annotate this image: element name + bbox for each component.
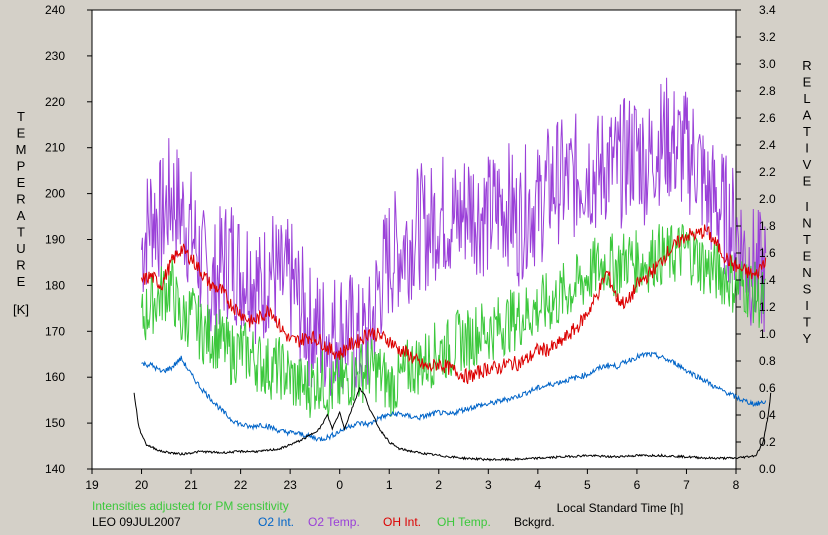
y-right-title-letter: I <box>805 199 809 214</box>
station-date-label: LEO 09JUL2007 <box>92 515 181 529</box>
y-left-tick-label: 230 <box>45 49 65 63</box>
y-right-tick-label: 2.2 <box>759 165 776 179</box>
y-left-title-letter: T <box>17 225 25 240</box>
y-left-title-letter: T <box>17 109 25 124</box>
y-right-tick-label: 3.2 <box>759 30 776 44</box>
y-right-title-letter: T <box>803 124 811 139</box>
legend-o2-temp: O2 Temp. <box>308 515 360 529</box>
y-right-title-letter: T <box>803 232 811 247</box>
y-right-title-letter: I <box>805 298 809 313</box>
x-axis-title: Local Standard Time [h] <box>557 501 684 515</box>
y-right-title-letter: E <box>803 174 812 189</box>
y-left-title-letter: R <box>16 192 25 207</box>
x-tick-label: 20 <box>135 478 149 492</box>
legend-bckgrd: Bckgrd. <box>514 515 555 529</box>
y-right-tick-label: 2.0 <box>759 192 776 206</box>
legend-oh-temp: OH Temp. <box>437 515 491 529</box>
x-tick-label: 5 <box>584 478 591 492</box>
legend-oh-int: OH Int. <box>383 515 422 529</box>
x-tick-label: 1 <box>386 478 393 492</box>
y-right-tick-label: 3.4 <box>759 3 776 17</box>
y-left-title-letter: E <box>17 274 26 289</box>
y-left-tick-label: 190 <box>45 233 65 247</box>
y-left-title-letter: M <box>16 142 27 157</box>
y-right-tick-label: 2.6 <box>759 111 776 125</box>
y-left-tick-label: 150 <box>45 416 65 430</box>
y-right-tick-label: 0.2 <box>759 435 776 449</box>
y-left-title-letter: P <box>17 159 26 174</box>
y-right-title-letter: L <box>803 91 810 106</box>
x-tick-label: 8 <box>733 478 740 492</box>
x-tick-label: 22 <box>234 478 248 492</box>
sensitivity-note: Intensities adjusted for PM sensitivity <box>92 499 289 513</box>
x-tick-label: 23 <box>283 478 297 492</box>
x-tick-label: 4 <box>535 478 542 492</box>
y-right-tick-label: 0.6 <box>759 381 776 395</box>
y-left-unit: [K] <box>13 302 29 317</box>
y-left-title-letter: E <box>17 126 26 141</box>
x-tick-label: 0 <box>336 478 343 492</box>
y-right-title-letter: Y <box>803 331 812 346</box>
y-right-tick-label: 0.4 <box>759 408 776 422</box>
y-left-tick-label: 170 <box>45 324 65 338</box>
y-right-tick-label: 1.2 <box>759 300 776 314</box>
series-line-o2-int <box>141 351 767 442</box>
series-line-oh-temp <box>141 224 766 418</box>
y-right-title-letter: E <box>803 249 812 264</box>
y-right-tick-label: 0.8 <box>759 354 776 368</box>
x-tick-label: 21 <box>184 478 198 492</box>
x-tick-label: 6 <box>634 478 641 492</box>
x-tick-label: 3 <box>485 478 492 492</box>
y-left-title-letter: U <box>16 241 25 256</box>
x-tick-label: 7 <box>683 478 690 492</box>
y-right-tick-label: 1.0 <box>759 327 776 341</box>
y-left-title-letter: R <box>16 258 25 273</box>
y-right-title-letter: I <box>805 141 809 156</box>
y-right-tick-label: 2.4 <box>759 138 776 152</box>
y-left-tick-label: 180 <box>45 278 65 292</box>
y-left-tick-label: 160 <box>45 370 65 384</box>
y-right-tick-label: 1.4 <box>759 273 776 287</box>
y-right-title-letter: R <box>802 58 811 73</box>
y-left-title-letter: A <box>17 208 26 223</box>
y-left-tick-label: 210 <box>45 141 65 155</box>
y-right-tick-label: 1.8 <box>759 219 776 233</box>
y-right-tick-label: 2.8 <box>759 84 776 98</box>
y-right-title-letter: A <box>803 108 812 123</box>
series-line-bckgrd <box>133 387 772 462</box>
y-left-tick-label: 140 <box>45 462 65 476</box>
legend-o2-int: O2 Int. <box>258 515 295 529</box>
y-left-tick-label: 240 <box>45 3 65 17</box>
y-right-title-letter: N <box>802 265 811 280</box>
y-left-tick-label: 220 <box>45 95 65 109</box>
series-line-o2-temp <box>141 77 767 396</box>
y-left-tick-label: 200 <box>45 187 65 201</box>
y-right-title-letter: T <box>803 315 811 330</box>
series-line-oh-int <box>141 224 767 385</box>
y-left-title-letter: E <box>17 175 26 190</box>
x-tick-label: 19 <box>85 478 99 492</box>
y-right-tick-label: 3.0 <box>759 57 776 71</box>
y-right-title-letter: E <box>803 75 812 90</box>
y-right-title-letter: S <box>803 282 812 297</box>
y-right-title-letter: N <box>802 216 811 231</box>
y-right-tick-label: 1.6 <box>759 246 776 260</box>
series-layer <box>133 77 772 462</box>
x-tick-label: 2 <box>435 478 442 492</box>
y-right-title-letter: V <box>803 157 812 172</box>
y-right-tick-label: 0.0 <box>759 462 776 476</box>
